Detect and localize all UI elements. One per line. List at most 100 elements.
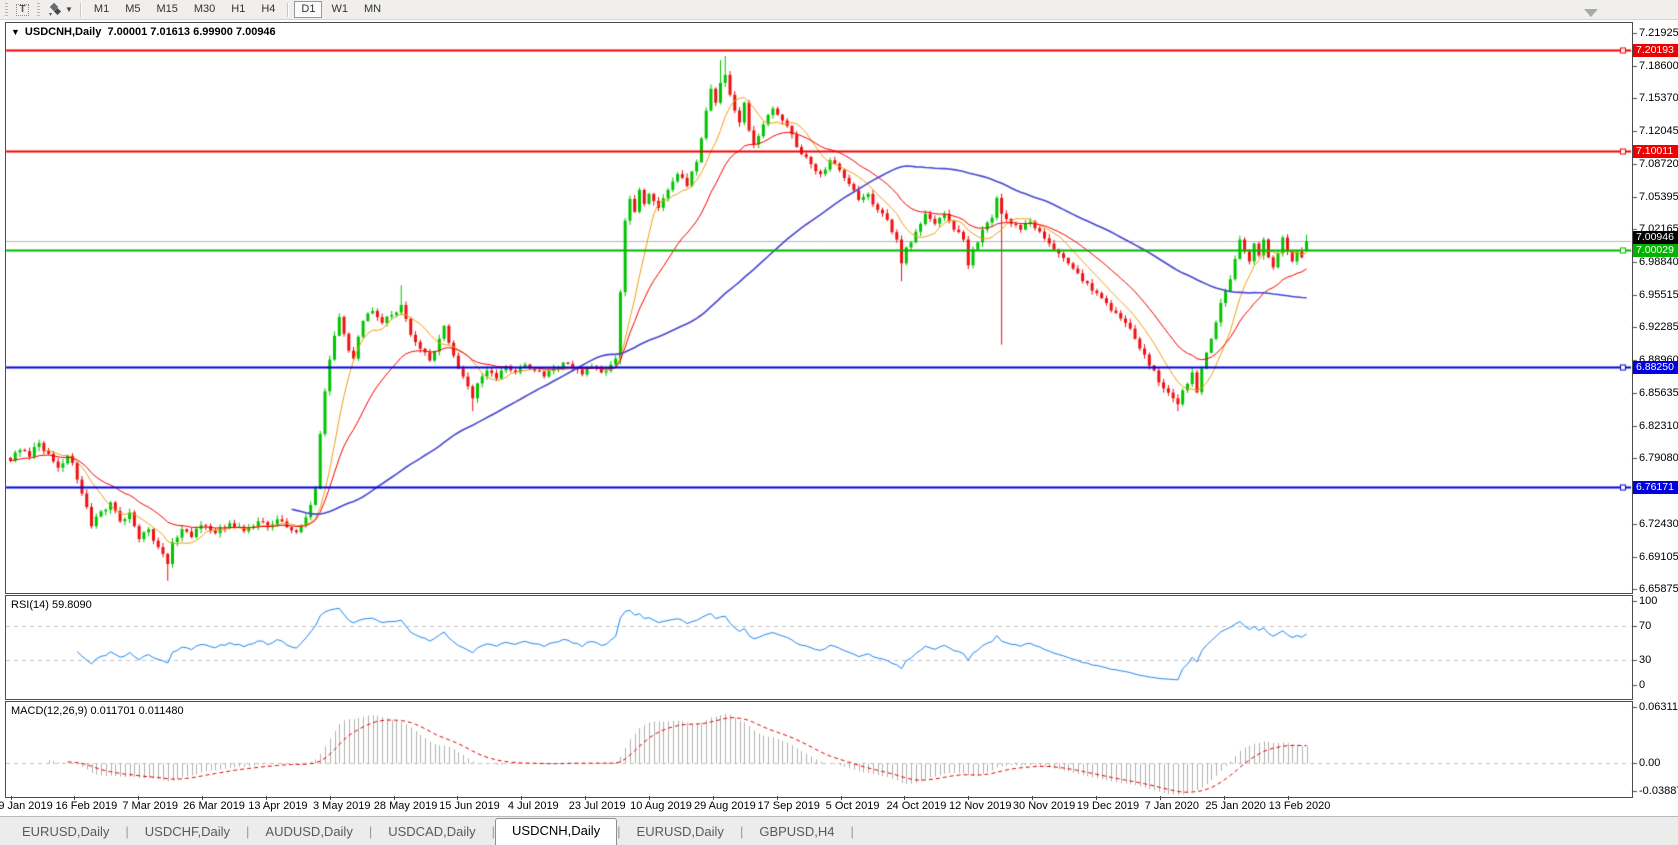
date-axis-label: 13 Apr 2019 bbox=[248, 800, 308, 812]
chart-title: ▼ USDCNH,Daily 7.00001 7.01613 6.99900 7.… bbox=[11, 26, 276, 38]
timeframe-toolbar: M1 M5 M15 M30 H1 H4 D1 W1 MN bbox=[86, 1, 389, 18]
toolbar-separator bbox=[287, 2, 290, 17]
price-axis-tick-label: 6.98840 bbox=[1639, 255, 1678, 268]
styler-icon bbox=[48, 2, 61, 16]
timeframe-button-m5[interactable]: M5 bbox=[125, 3, 141, 15]
tab-separator: | bbox=[850, 824, 854, 839]
level-price-badge[interactable]: 6.88250 bbox=[1633, 361, 1678, 375]
date-axis-label: 17 Sep 2019 bbox=[757, 800, 820, 812]
date-axis-label: 5 Oct 2019 bbox=[825, 800, 880, 812]
rsi-axis-tick-label: 0 bbox=[1639, 679, 1646, 691]
date-axis-label: 29 Jan 2019 bbox=[0, 800, 53, 812]
price-axis-tick-label: 6.82310 bbox=[1639, 419, 1678, 432]
chevron-down-icon[interactable]: ▼ bbox=[11, 27, 20, 37]
date-tick-mark bbox=[1287, 796, 1289, 800]
date-axis-label: 28 May 2019 bbox=[373, 800, 438, 812]
date-axis-label: 19 Dec 2019 bbox=[1076, 800, 1140, 812]
date-axis-label: 26 Mar 2019 bbox=[183, 800, 245, 812]
level-price-badge[interactable]: 7.00029 bbox=[1633, 244, 1678, 258]
price-axis-tick-label: 7.05395 bbox=[1639, 190, 1678, 203]
chart-tab-usdcad-daily[interactable]: USDCAD,Daily bbox=[388, 824, 476, 839]
toolbar-separator bbox=[79, 2, 82, 17]
date-tick-mark bbox=[202, 796, 204, 800]
date-axis-label: 29 Aug 2019 bbox=[693, 800, 756, 812]
date-tick-mark bbox=[138, 796, 140, 800]
date-axis-label: 10 Aug 2019 bbox=[630, 800, 692, 812]
text-tool-button[interactable]: T bbox=[13, 1, 32, 18]
date-axis-label: 12 Nov 2019 bbox=[949, 800, 1012, 812]
macd-current-values: 0.011701 0.011480 bbox=[90, 705, 184, 717]
price-axis-tick-label: 7.21925 bbox=[1639, 26, 1678, 39]
price-axis-tick-label: 6.92285 bbox=[1639, 320, 1678, 333]
date-axis-label: 7 Jan 2020 bbox=[1144, 800, 1200, 812]
date-tick-mark bbox=[74, 796, 76, 800]
date-axis-label: 4 Jul 2019 bbox=[507, 800, 559, 812]
date-tick-mark bbox=[840, 796, 842, 800]
price-axis-tick-label: 6.85635 bbox=[1639, 386, 1678, 399]
styler-tool-button[interactable] bbox=[45, 1, 64, 18]
level-price-badge[interactable]: 7.10011 bbox=[1633, 145, 1678, 159]
timeframe-button-mn[interactable]: MN bbox=[363, 3, 382, 15]
date-tick-mark bbox=[265, 796, 267, 800]
price-axis-tick-label: 6.72430 bbox=[1639, 517, 1678, 530]
timeframe-button-m1[interactable]: M1 bbox=[93, 3, 110, 15]
current-price-badge: 7.00946 bbox=[1633, 231, 1678, 245]
chart-tab-audusd-daily[interactable]: AUDUSD,Daily bbox=[265, 824, 353, 839]
tab-separator: | bbox=[739, 824, 744, 839]
date-tick-mark bbox=[10, 796, 12, 800]
price-axis-tick-label: 7.12045 bbox=[1639, 124, 1678, 137]
rsi-axis-tick-label: 70 bbox=[1639, 620, 1652, 633]
date-tick-mark bbox=[457, 796, 459, 800]
date-tick-mark bbox=[393, 796, 395, 800]
price-axis-tick-label: 6.95515 bbox=[1639, 288, 1678, 301]
chart-ohlc-values: 7.00001 7.01613 6.99900 7.00946 bbox=[107, 26, 276, 38]
chart-tab-eurusd-daily[interactable]: EURUSD,Daily bbox=[22, 824, 110, 839]
date-tick-mark bbox=[329, 796, 331, 800]
rsi-name: RSI(14) bbox=[11, 599, 49, 611]
level-price-badge[interactable]: 6.76171 bbox=[1633, 480, 1678, 494]
date-tick-mark bbox=[1095, 796, 1097, 800]
chart-symbol-label: USDCNH,Daily bbox=[24, 26, 102, 38]
date-tick-mark bbox=[1032, 796, 1034, 800]
tab-separator: | bbox=[125, 824, 129, 839]
chart-tab-usdchf-daily[interactable]: USDCHF,Daily bbox=[144, 824, 231, 839]
date-axis-label: 13 Feb 2020 bbox=[1268, 800, 1331, 812]
timeframe-button-h4[interactable]: H4 bbox=[261, 3, 276, 15]
chart-tab-bar: EURUSD,Daily | USDCHF,Daily | AUDUSD,Daily | U… bbox=[0, 816, 1678, 845]
rsi-current-value: 59.8090 bbox=[51, 599, 92, 611]
chart-tab-eurusd-daily[interactable]: EURUSD,Daily bbox=[636, 824, 724, 839]
date-axis-label: 23 Jul 2019 bbox=[568, 800, 626, 812]
price-axis-tick-label: 6.79080 bbox=[1639, 451, 1678, 464]
timeframe-button-d1[interactable]: D1 bbox=[294, 1, 323, 18]
styler-dropdown-caret-icon[interactable]: ▼ bbox=[65, 5, 73, 14]
timeframe-button-m30[interactable]: M30 bbox=[193, 3, 216, 15]
timeframe-button-h1[interactable]: H1 bbox=[231, 3, 246, 15]
toolbar-drag-handle-2[interactable] bbox=[37, 3, 40, 16]
macd-axis-tick-label: 0.00 bbox=[1639, 757, 1661, 769]
date-tick-mark bbox=[1159, 796, 1161, 800]
price-axis-tick-label: 7.15370 bbox=[1639, 91, 1678, 104]
macd-name: MACD(12,26,9) bbox=[11, 705, 88, 717]
level-price-badge[interactable]: 7.20193 bbox=[1633, 44, 1678, 58]
timeframe-button-m15[interactable]: M15 bbox=[156, 3, 178, 15]
rsi-axis-tick-label: 30 bbox=[1639, 653, 1652, 666]
price-axis-tick-label: 6.65875 bbox=[1639, 582, 1678, 595]
date-tick-mark bbox=[521, 796, 523, 800]
chart-tab-gbpusd-h4[interactable]: GBPUSD,H4 bbox=[759, 824, 835, 839]
chart-tab-usdcnh-daily[interactable]: USDCNH,Daily bbox=[495, 818, 618, 845]
date-tick-mark bbox=[649, 796, 650, 800]
text-tool-icon: T bbox=[16, 3, 29, 16]
date-tick-mark bbox=[904, 796, 906, 800]
tab-separator: | bbox=[246, 824, 250, 839]
date-tick-mark bbox=[585, 796, 587, 800]
date-tick-mark bbox=[968, 796, 970, 800]
price-axis-tick-label: 7.08720 bbox=[1639, 157, 1678, 170]
chart-shift-marker-icon[interactable] bbox=[1584, 9, 1598, 17]
date-axis-label: 30 Nov 2019 bbox=[1012, 800, 1076, 812]
date-axis-label: 24 Oct 2019 bbox=[886, 800, 947, 812]
timeframe-button-w1[interactable]: W1 bbox=[331, 3, 348, 15]
toolbar-drag-handle[interactable] bbox=[5, 3, 8, 16]
